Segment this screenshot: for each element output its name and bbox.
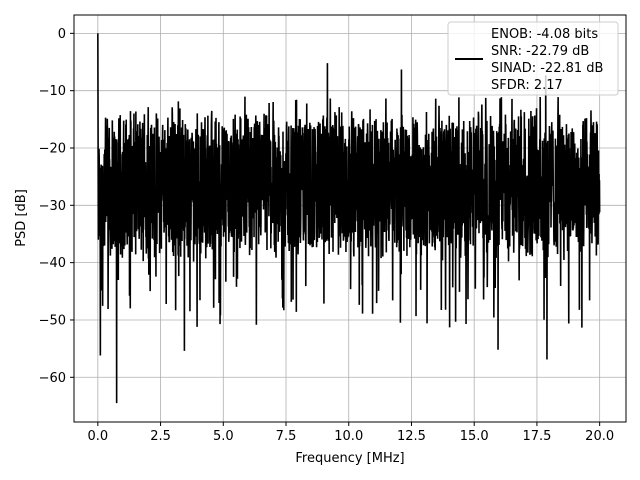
x-tick-label: 12.5 (397, 429, 426, 444)
psd-series-line (97, 33, 601, 404)
y-tick-label: −10 (39, 84, 66, 99)
x-axis-label: Frequency [MHz] (295, 451, 404, 466)
legend: ENOB: -4.08 bits SNR: -22.79 dB SINAD: -… (447, 21, 619, 96)
legend-sinad: SINAD: -22.81 dB (491, 61, 603, 76)
x-tick-label: 10.0 (334, 429, 363, 444)
y-tick-label: −40 (39, 256, 66, 271)
x-tick-label: 15.0 (460, 429, 489, 444)
x-tick-label: 20.0 (585, 429, 614, 444)
legend-box (447, 21, 619, 96)
psd-trace (97, 33, 601, 404)
x-tick-label: 17.5 (522, 429, 551, 444)
x-tick-label: 7.5 (276, 429, 297, 444)
x-tick-label: 0.0 (87, 429, 108, 444)
x-axis: 0.0 2.5 5.0 7.5 10.0 12.5 15.0 17.5 20.0 (87, 422, 614, 444)
y-axis-label: PSD [dB] (14, 189, 29, 247)
legend-snr: SNR: -22.79 dB (491, 44, 589, 59)
legend-sfdr: SFDR: 2.17 (491, 78, 563, 93)
y-tick-label: −50 (39, 313, 66, 328)
y-tick-label: −20 (39, 141, 66, 156)
y-tick-label: −30 (39, 199, 66, 214)
x-tick-label: 5.0 (213, 429, 234, 444)
y-axis: 0 −10 −20 −30 −40 −50 −60 (39, 27, 74, 386)
y-tick-label: −60 (39, 371, 66, 386)
x-tick-label: 2.5 (150, 429, 171, 444)
y-tick-label: 0 (58, 27, 66, 42)
plot-frame (73, 14, 627, 423)
legend-enob: ENOB: -4.08 bits (491, 27, 598, 42)
